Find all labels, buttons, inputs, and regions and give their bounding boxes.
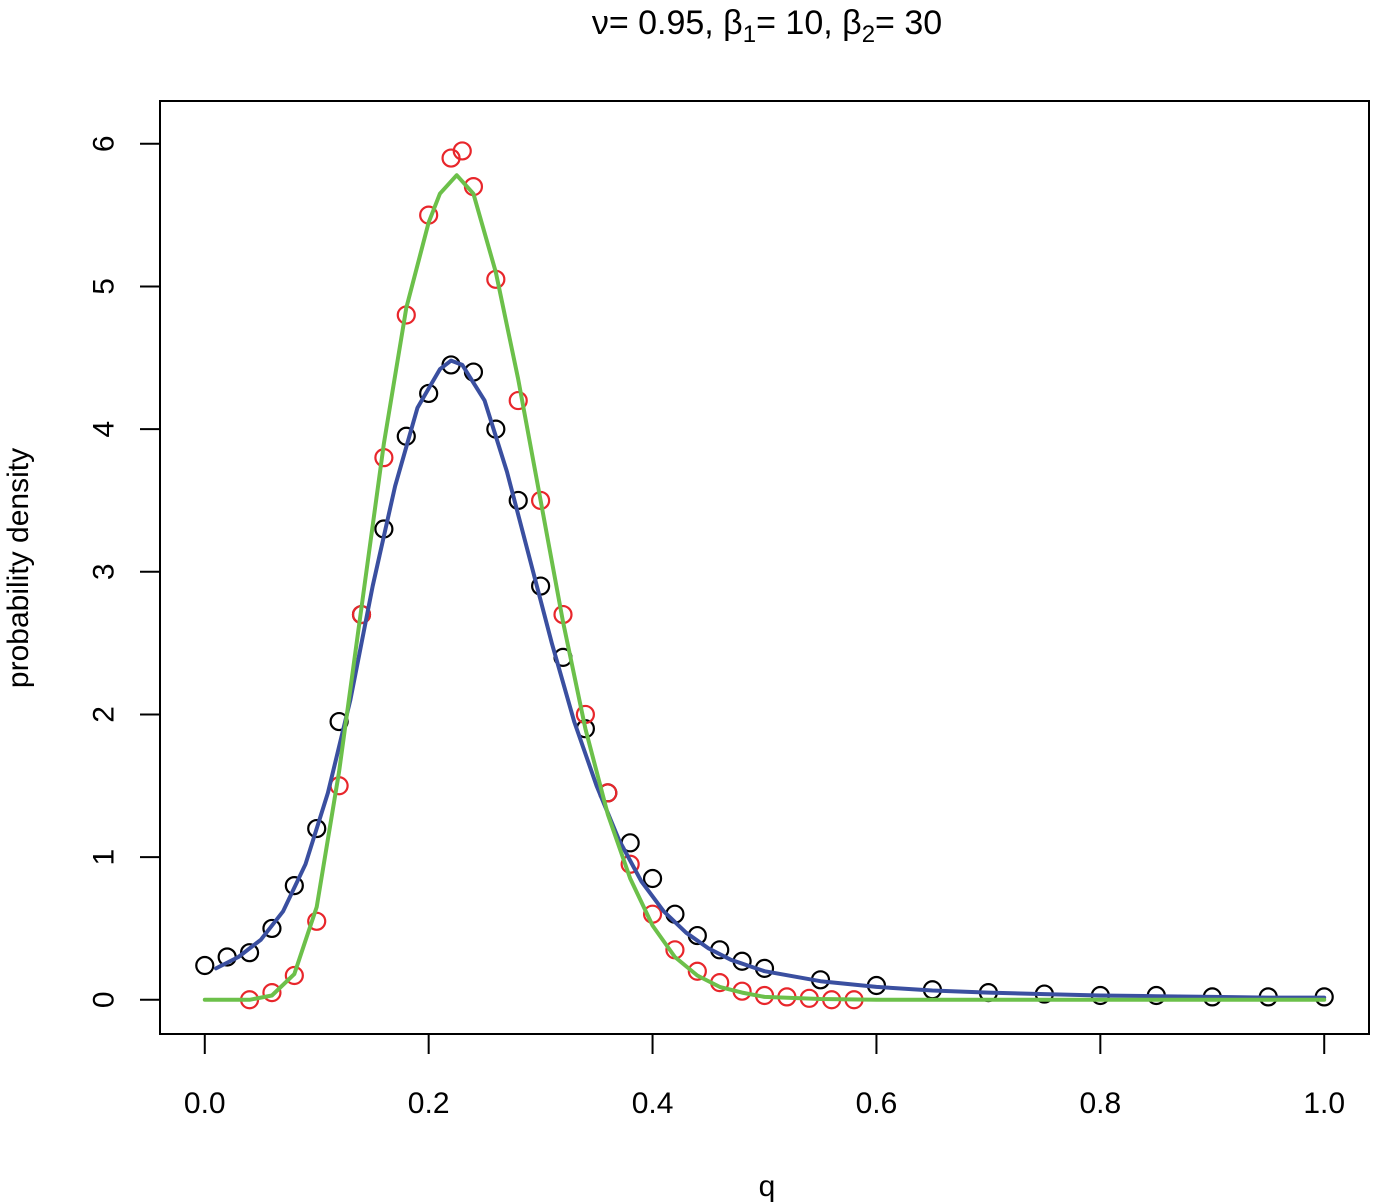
data-point	[452, 141, 472, 161]
x-tick-label: 0.4	[632, 1087, 674, 1120]
x-tick-label: 0.8	[1079, 1087, 1121, 1120]
x-tick-label: 0.6	[856, 1087, 898, 1120]
series-0-points	[195, 355, 1334, 1007]
data-point	[284, 965, 304, 986]
y-tick-label: 0	[88, 991, 121, 1008]
y-tick-label: 4	[88, 421, 121, 438]
data-point	[642, 868, 663, 889]
x-tick-label: 0.2	[408, 1087, 450, 1120]
data-point	[195, 955, 215, 976]
y-tick-label: 5	[88, 278, 121, 295]
series-1-points	[239, 141, 864, 1010]
x-tick-label: 0.0	[184, 1087, 226, 1120]
x-axis: 0.0 0.2 0.4 0.6 0.8 1.0	[184, 1033, 1345, 1120]
title-part: 1	[743, 21, 756, 48]
title-part: = 10, β	[756, 4, 862, 42]
data-point	[307, 818, 327, 839]
x-axis-label: q	[759, 1170, 776, 1202]
y-axis: 0 1 2 3 4 5 6	[88, 135, 161, 1008]
data-point	[262, 983, 282, 1003]
y-tick-label: 1	[88, 849, 121, 866]
title-part: ν= 0.95, β	[592, 4, 743, 42]
series-layer	[195, 141, 1334, 1010]
x-tick-label: 1.0	[1303, 1087, 1345, 1120]
curve-line	[202, 173, 1327, 1002]
chart-title: ν= 0.95, β1= 10, β2= 30	[592, 4, 942, 48]
y-tick-label: 6	[88, 135, 121, 152]
data-point	[284, 876, 304, 896]
title-part: = 30	[875, 4, 942, 42]
data-point	[508, 390, 528, 411]
y-tick-label: 2	[88, 706, 121, 723]
y-axis-label: probability density	[2, 448, 35, 688]
data-point	[687, 961, 707, 981]
title-part: 2	[862, 21, 875, 48]
series-3-curve	[202, 173, 1327, 1002]
plot-frame	[159, 100, 1370, 1035]
y-tick-label: 3	[88, 563, 121, 580]
data-point	[262, 918, 282, 939]
